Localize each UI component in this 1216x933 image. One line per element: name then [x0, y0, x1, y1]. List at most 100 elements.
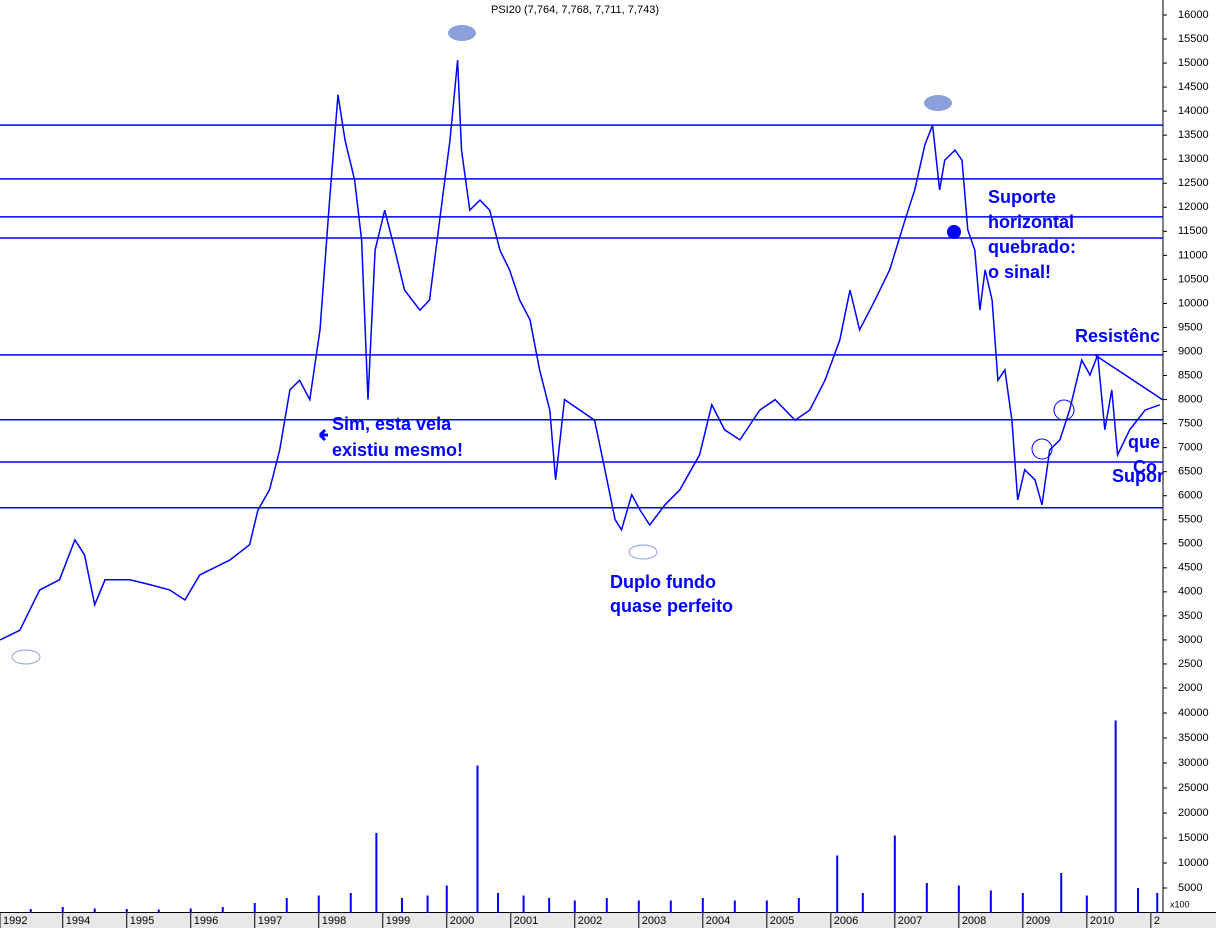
- volume-bar: [400, 898, 403, 913]
- y-tick-label: 16000: [1178, 9, 1209, 21]
- x-tick-label: 1998: [322, 915, 346, 927]
- y-tick-label: 5000: [1178, 538, 1202, 550]
- volume-bar: [836, 855, 839, 913]
- y-tick-label: 6500: [1178, 466, 1202, 478]
- x-tick-label: 2010: [1090, 915, 1114, 927]
- price-line: [0, 60, 1161, 641]
- y-tick-label: 6000: [1178, 490, 1202, 502]
- volume-bar: [701, 898, 704, 913]
- volume-bar: [573, 900, 576, 913]
- y-tick-label: 15500: [1178, 33, 1209, 45]
- y-tick-label: 8500: [1178, 369, 1202, 381]
- annotation: Duplo fundo: [610, 572, 716, 592]
- x-tick-label: 2000: [450, 915, 474, 927]
- annotation: Sim, esta vela: [332, 414, 452, 434]
- bear-icon: [924, 95, 952, 111]
- y-tick-label: 5500: [1178, 514, 1202, 526]
- annotation: que: [1128, 432, 1160, 452]
- volume-bar: [1156, 893, 1159, 913]
- volume-bar: [1021, 893, 1024, 913]
- y-tick-label: 13500: [1178, 129, 1209, 141]
- y-tick-label: 2500: [1178, 658, 1202, 670]
- y-tick-label: 7500: [1178, 418, 1202, 430]
- volume-bar: [445, 885, 448, 913]
- x-tick-label: 1996: [194, 915, 218, 927]
- volume-bar: [221, 907, 224, 913]
- x-tick-label: 1994: [66, 915, 90, 927]
- y-tick-label: 10000: [1178, 857, 1209, 869]
- x-tick-label: 2004: [706, 915, 730, 927]
- x-tick-label: 1999: [386, 915, 410, 927]
- volume-bar: [797, 898, 800, 913]
- bear-icon: [448, 25, 476, 41]
- volume-bar: [375, 833, 378, 913]
- y-tick-label: 10500: [1178, 273, 1209, 285]
- y-tick-label: 20000: [1178, 807, 1209, 819]
- y-tick-label: 35000: [1178, 732, 1209, 744]
- trend-line: [1094, 354, 1164, 401]
- marker: [947, 225, 961, 239]
- volume-bar: [957, 885, 960, 913]
- y-tick-label: 11000: [1178, 249, 1208, 261]
- y-tick-label: 10000: [1178, 297, 1209, 309]
- bull-icon: [628, 544, 658, 560]
- x-tick-label: 2: [1154, 915, 1160, 927]
- annotation: quebrado:: [988, 237, 1076, 257]
- smiley: [1031, 438, 1053, 460]
- annotation: horizontal: [988, 212, 1074, 232]
- y-tick-label: 14000: [1178, 105, 1209, 117]
- y-tick-label: 12000: [1178, 201, 1209, 213]
- x-tick-label: 2001: [514, 915, 538, 927]
- annotation: Supor: [1112, 466, 1164, 486]
- x-tick-label: 2006: [834, 915, 858, 927]
- y-tick-label: 2000: [1178, 682, 1202, 694]
- y-tick-label: 25000: [1178, 782, 1209, 794]
- unit-label: x100: [1170, 899, 1190, 909]
- annotation: Co: [1133, 457, 1157, 477]
- y-tick-label: 9000: [1178, 345, 1202, 357]
- volume-bar: [669, 900, 672, 913]
- y-tick-label: 3500: [1178, 610, 1202, 622]
- x-tick-label: 1995: [130, 915, 154, 927]
- x-tick-label: 2002: [578, 915, 602, 927]
- volume-bar: [925, 883, 928, 913]
- annotation: Resistênc: [1075, 326, 1160, 346]
- y-tick-label: 4500: [1178, 562, 1202, 574]
- y-tick-label: 9500: [1178, 321, 1202, 333]
- y-tick-label: 40000: [1178, 707, 1209, 719]
- volume-bar: [605, 898, 608, 913]
- y-tick-label: 14500: [1178, 81, 1209, 93]
- x-tick-label: 2003: [642, 915, 666, 927]
- volume-bar: [476, 765, 479, 913]
- x-tick-label: 2007: [898, 915, 922, 927]
- annotation: o sinal!: [988, 262, 1051, 282]
- volume-bar: [125, 909, 128, 913]
- volume-bar: [1137, 888, 1140, 913]
- y-tick-label: 5000: [1178, 882, 1202, 894]
- volume-bar: [349, 893, 352, 913]
- y-tick-label: 4000: [1178, 586, 1202, 598]
- bull-icon: [11, 649, 41, 665]
- y-tick-label: 12500: [1178, 177, 1209, 189]
- annotation: quase perfeito: [610, 596, 733, 616]
- y-tick-label: 30000: [1178, 757, 1209, 769]
- volume-bar: [426, 895, 429, 913]
- volume-bar: [1085, 895, 1088, 913]
- x-tick-label: 2008: [962, 915, 986, 927]
- y-tick-label: 11500: [1178, 225, 1208, 237]
- volume-bar: [893, 835, 896, 913]
- volume-bar: [765, 900, 768, 913]
- volume-bar: [157, 909, 160, 913]
- chart-title: PSI20 (7,764, 7,768, 7,711, 7,743): [491, 4, 659, 16]
- volume-bar: [189, 908, 192, 913]
- volume-bar: [61, 907, 64, 913]
- volume-bar: [285, 898, 288, 913]
- x-tick-label: 1997: [258, 915, 282, 927]
- volume-bar: [1060, 873, 1063, 913]
- x-tick-label: 2009: [1026, 915, 1050, 927]
- y-tick-label: 13000: [1178, 153, 1209, 165]
- volume-bar: [522, 895, 525, 913]
- volume-bar: [253, 903, 256, 913]
- y-tick-label: 15000: [1178, 832, 1209, 844]
- x-tick-label: 2005: [770, 915, 794, 927]
